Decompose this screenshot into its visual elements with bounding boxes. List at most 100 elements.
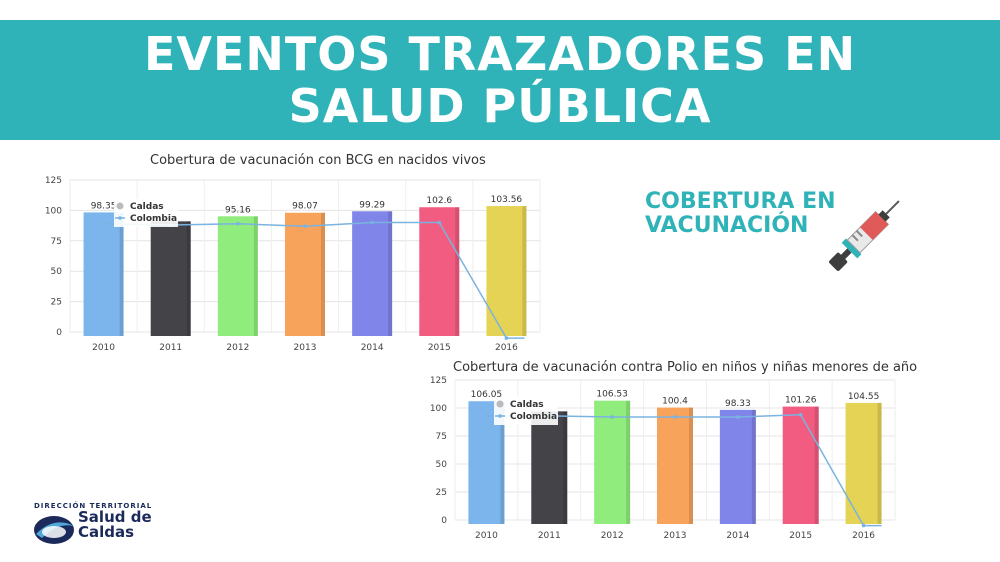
- x-tick-label: 2014: [361, 343, 384, 353]
- bar: [486, 206, 527, 336]
- legend-colombia-label: Colombia: [510, 412, 557, 422]
- data-label: 102.6: [426, 196, 452, 206]
- bar: [657, 407, 693, 524]
- chart1-title: Cobertura de vacunación con BCG en nacid…: [150, 153, 486, 168]
- bar: [352, 211, 393, 336]
- bar-shade: [186, 221, 191, 336]
- x-tick-label: 2011: [159, 343, 182, 353]
- line-point: [504, 336, 509, 340]
- data-label: 106.53: [596, 390, 628, 400]
- bar-shade: [626, 400, 631, 524]
- legend-caldas-marker: [496, 400, 504, 408]
- x-tick-label: 2012: [601, 531, 624, 541]
- bar-shade: [814, 406, 819, 524]
- bar-shade: [877, 402, 882, 524]
- data-label: 99.29: [359, 200, 385, 210]
- bar-shade: [321, 212, 325, 336]
- y-tick-label: 25: [436, 488, 447, 498]
- bar: [83, 212, 124, 336]
- line-point: [303, 224, 307, 229]
- banner-title-line1: EVENTOS TRAZADORES EN: [143, 27, 857, 81]
- data-label: 100.4: [662, 397, 688, 407]
- bar-shade: [500, 401, 505, 524]
- legend-caldas-marker: [116, 202, 124, 210]
- legend-caldas-label: Caldas: [130, 202, 164, 212]
- legend-colombia-dot: [498, 414, 502, 418]
- bar-shade: [119, 212, 124, 336]
- colombia-line: [103, 221, 525, 339]
- syringe-icon: [829, 200, 900, 271]
- bar-shade: [522, 206, 527, 336]
- legend-colombia-dot: [118, 216, 122, 220]
- bar-shade: [563, 411, 568, 524]
- header-banner: EVENTOS TRAZADORES EN SALUD PÚBLICA: [0, 20, 1000, 140]
- x-tick-label: 2014: [726, 531, 749, 541]
- y-tick-label: 50: [436, 460, 448, 470]
- side-title-line2: VACUNACIÓN: [645, 213, 809, 238]
- y-tick-label: 0: [56, 328, 62, 338]
- bar-shade: [388, 211, 393, 336]
- bar-shade: [689, 407, 693, 524]
- bar: [782, 406, 819, 524]
- x-tick-label: 2015: [428, 343, 451, 353]
- x-tick-label: 2010: [92, 343, 115, 353]
- x-tick-label: 2010: [475, 531, 498, 541]
- x-tick-label: 2016: [495, 343, 518, 353]
- bar: [845, 402, 882, 524]
- y-tick-label: 125: [430, 376, 447, 386]
- line-point: [236, 221, 240, 226]
- x-tick-label: 2011: [538, 531, 561, 541]
- bar-shade: [455, 207, 460, 336]
- data-label: 106.05: [471, 390, 503, 400]
- bar-shade: [751, 409, 756, 524]
- data-label: 103.56: [491, 195, 523, 205]
- logo-top-text: DIRECCIÓN TERRITORIAL: [34, 502, 153, 510]
- logo-name: Salud de Caldas: [78, 510, 152, 540]
- colombia-line: [486, 413, 882, 527]
- logo-swoosh-icon: [34, 516, 74, 544]
- y-tick-label: 75: [436, 432, 447, 442]
- x-tick-label: 2013: [294, 343, 317, 353]
- x-tick-label: 2016: [852, 531, 875, 541]
- line-point: [736, 415, 740, 419]
- side-title-line1: COBERTURA EN: [645, 189, 836, 214]
- chart2-title: Cobertura de vacunación contra Polio en …: [453, 360, 918, 375]
- x-tick-label: 2012: [226, 343, 249, 353]
- bar: [531, 411, 568, 524]
- legend-colombia-label: Colombia: [130, 214, 177, 224]
- bcg-chart: 0 25 50 75 100 125 98.35 95.16 98.07 99.29 102.6 10…: [45, 176, 541, 353]
- banner-title-line2: SALUD PÚBLICA: [288, 79, 712, 133]
- data-label: 104.55: [848, 392, 880, 402]
- line-point: [101, 221, 106, 226]
- bar: [285, 212, 325, 336]
- y-tick-label: 75: [51, 237, 62, 247]
- y-tick-label: 25: [51, 298, 62, 308]
- data-label: 95.16: [225, 205, 251, 215]
- y-tick-label: 100: [45, 206, 62, 216]
- bar: [419, 207, 460, 336]
- logo-name-line1: Salud de: [78, 508, 152, 526]
- bar: [150, 221, 191, 336]
- salud-caldas-logo: DIRECCIÓN TERRITORIAL Salud de Caldas: [28, 500, 168, 552]
- line-point: [370, 220, 374, 225]
- y-tick-label: 125: [45, 176, 62, 186]
- data-label: 98.07: [292, 202, 318, 212]
- legend-box: [114, 199, 178, 227]
- line-point: [673, 415, 677, 419]
- line-point: [798, 412, 803, 417]
- x-tick-label: 2015: [789, 531, 812, 541]
- x-tick-label: 2013: [664, 531, 687, 541]
- bar: [594, 400, 631, 524]
- side-title: COBERTURA EN VACUNACIÓN: [645, 190, 845, 238]
- data-label: 98.33: [725, 399, 751, 409]
- line-point: [610, 415, 614, 419]
- legend-caldas-label: Caldas: [510, 400, 544, 410]
- legend-box: [494, 397, 558, 425]
- line-point: [484, 414, 489, 418]
- polio-chart: 0 25 50 75 100 125 106.05 106.53 100.4 98.33 101.2…: [430, 376, 896, 541]
- y-tick-label: 0: [441, 516, 447, 526]
- y-tick-label: 100: [430, 404, 447, 414]
- bar: [719, 409, 756, 524]
- data-label: 101.26: [785, 396, 817, 406]
- data-label: 98.35: [91, 201, 117, 211]
